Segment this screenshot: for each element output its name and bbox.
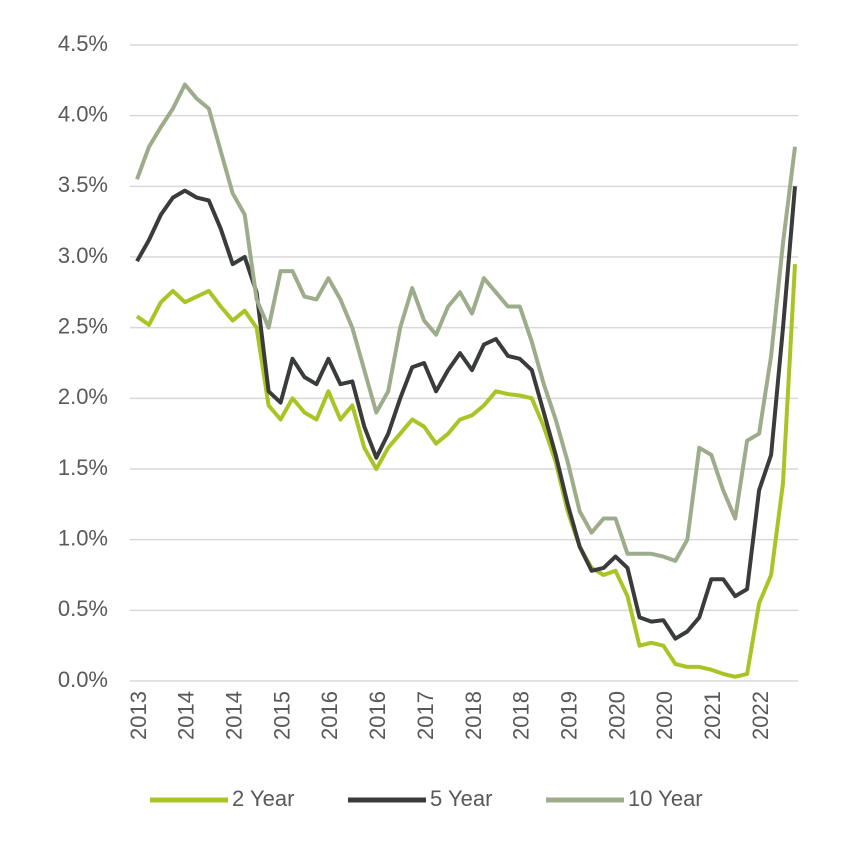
legend-label: 2 Year	[232, 786, 294, 811]
series-line	[135, 82, 797, 563]
x-tick-label: 2021	[700, 691, 725, 740]
series-line	[135, 186, 797, 641]
y-tick-label: 4.5%	[58, 31, 108, 56]
series-line	[135, 263, 797, 679]
x-tick-label: 2020	[604, 691, 629, 740]
y-tick-label: 0.5%	[58, 596, 108, 621]
x-tick-label: 2017	[413, 691, 438, 740]
y-tick-label: 1.0%	[58, 525, 108, 550]
x-tick-label: 2016	[365, 691, 390, 740]
x-tick-label: 2020	[652, 691, 677, 740]
y-tick-label: 1.5%	[58, 455, 108, 480]
x-tick-label: 2018	[509, 691, 534, 740]
x-tick-label: 2022	[748, 691, 773, 740]
y-tick-label: 2.5%	[58, 313, 108, 338]
y-tick-label: 0.0%	[58, 667, 108, 692]
x-tick-label: 2018	[461, 691, 486, 740]
y-tick-label: 2.0%	[58, 384, 108, 409]
x-tick-label: 2014	[222, 691, 247, 740]
x-tick-label: 2014	[174, 691, 199, 740]
x-tick-label: 2013	[126, 691, 151, 740]
legend-label: 10 Year	[628, 786, 703, 811]
x-tick-label: 2016	[317, 691, 342, 740]
x-tick-label: 2015	[269, 691, 294, 740]
y-tick-label: 3.0%	[58, 243, 108, 268]
legend-label: 5 Year	[430, 786, 492, 811]
x-tick-label: 2019	[557, 691, 582, 740]
y-tick-label: 3.5%	[58, 172, 108, 197]
y-tick-label: 4.0%	[58, 101, 108, 126]
